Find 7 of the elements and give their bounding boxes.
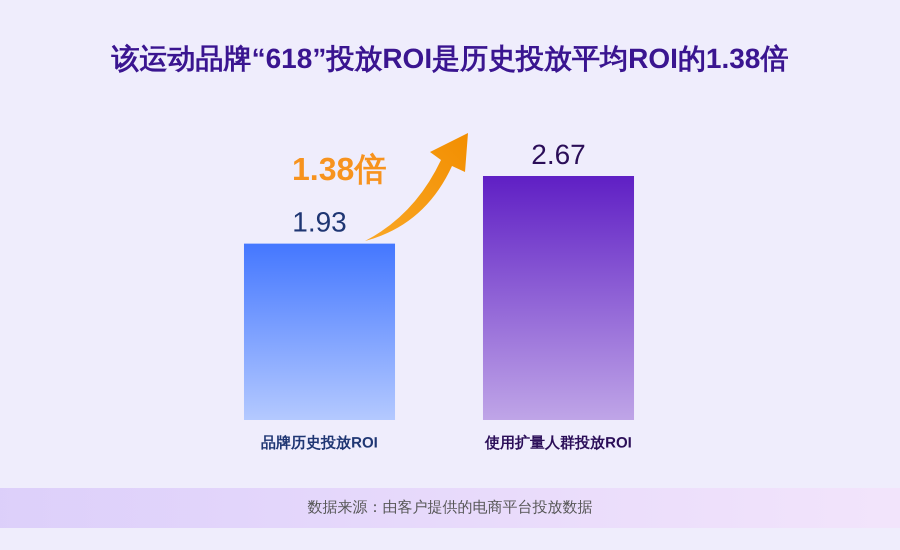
x-tick-label: 使用扩量人群投放ROI [484,434,632,452]
source-note: 数据来源：由客户提供的电商平台投放数据 [0,488,900,528]
x-tick-label: 品牌历史投放ROI [261,434,378,452]
data-label: 2.67 [531,139,586,170]
chart-title: 该运动品牌“618”投放ROI是历史投放平均ROI的1.38倍 [110,42,790,76]
annotation: 1.38倍 [292,150,386,189]
data-label: 1.93 [292,206,347,238]
